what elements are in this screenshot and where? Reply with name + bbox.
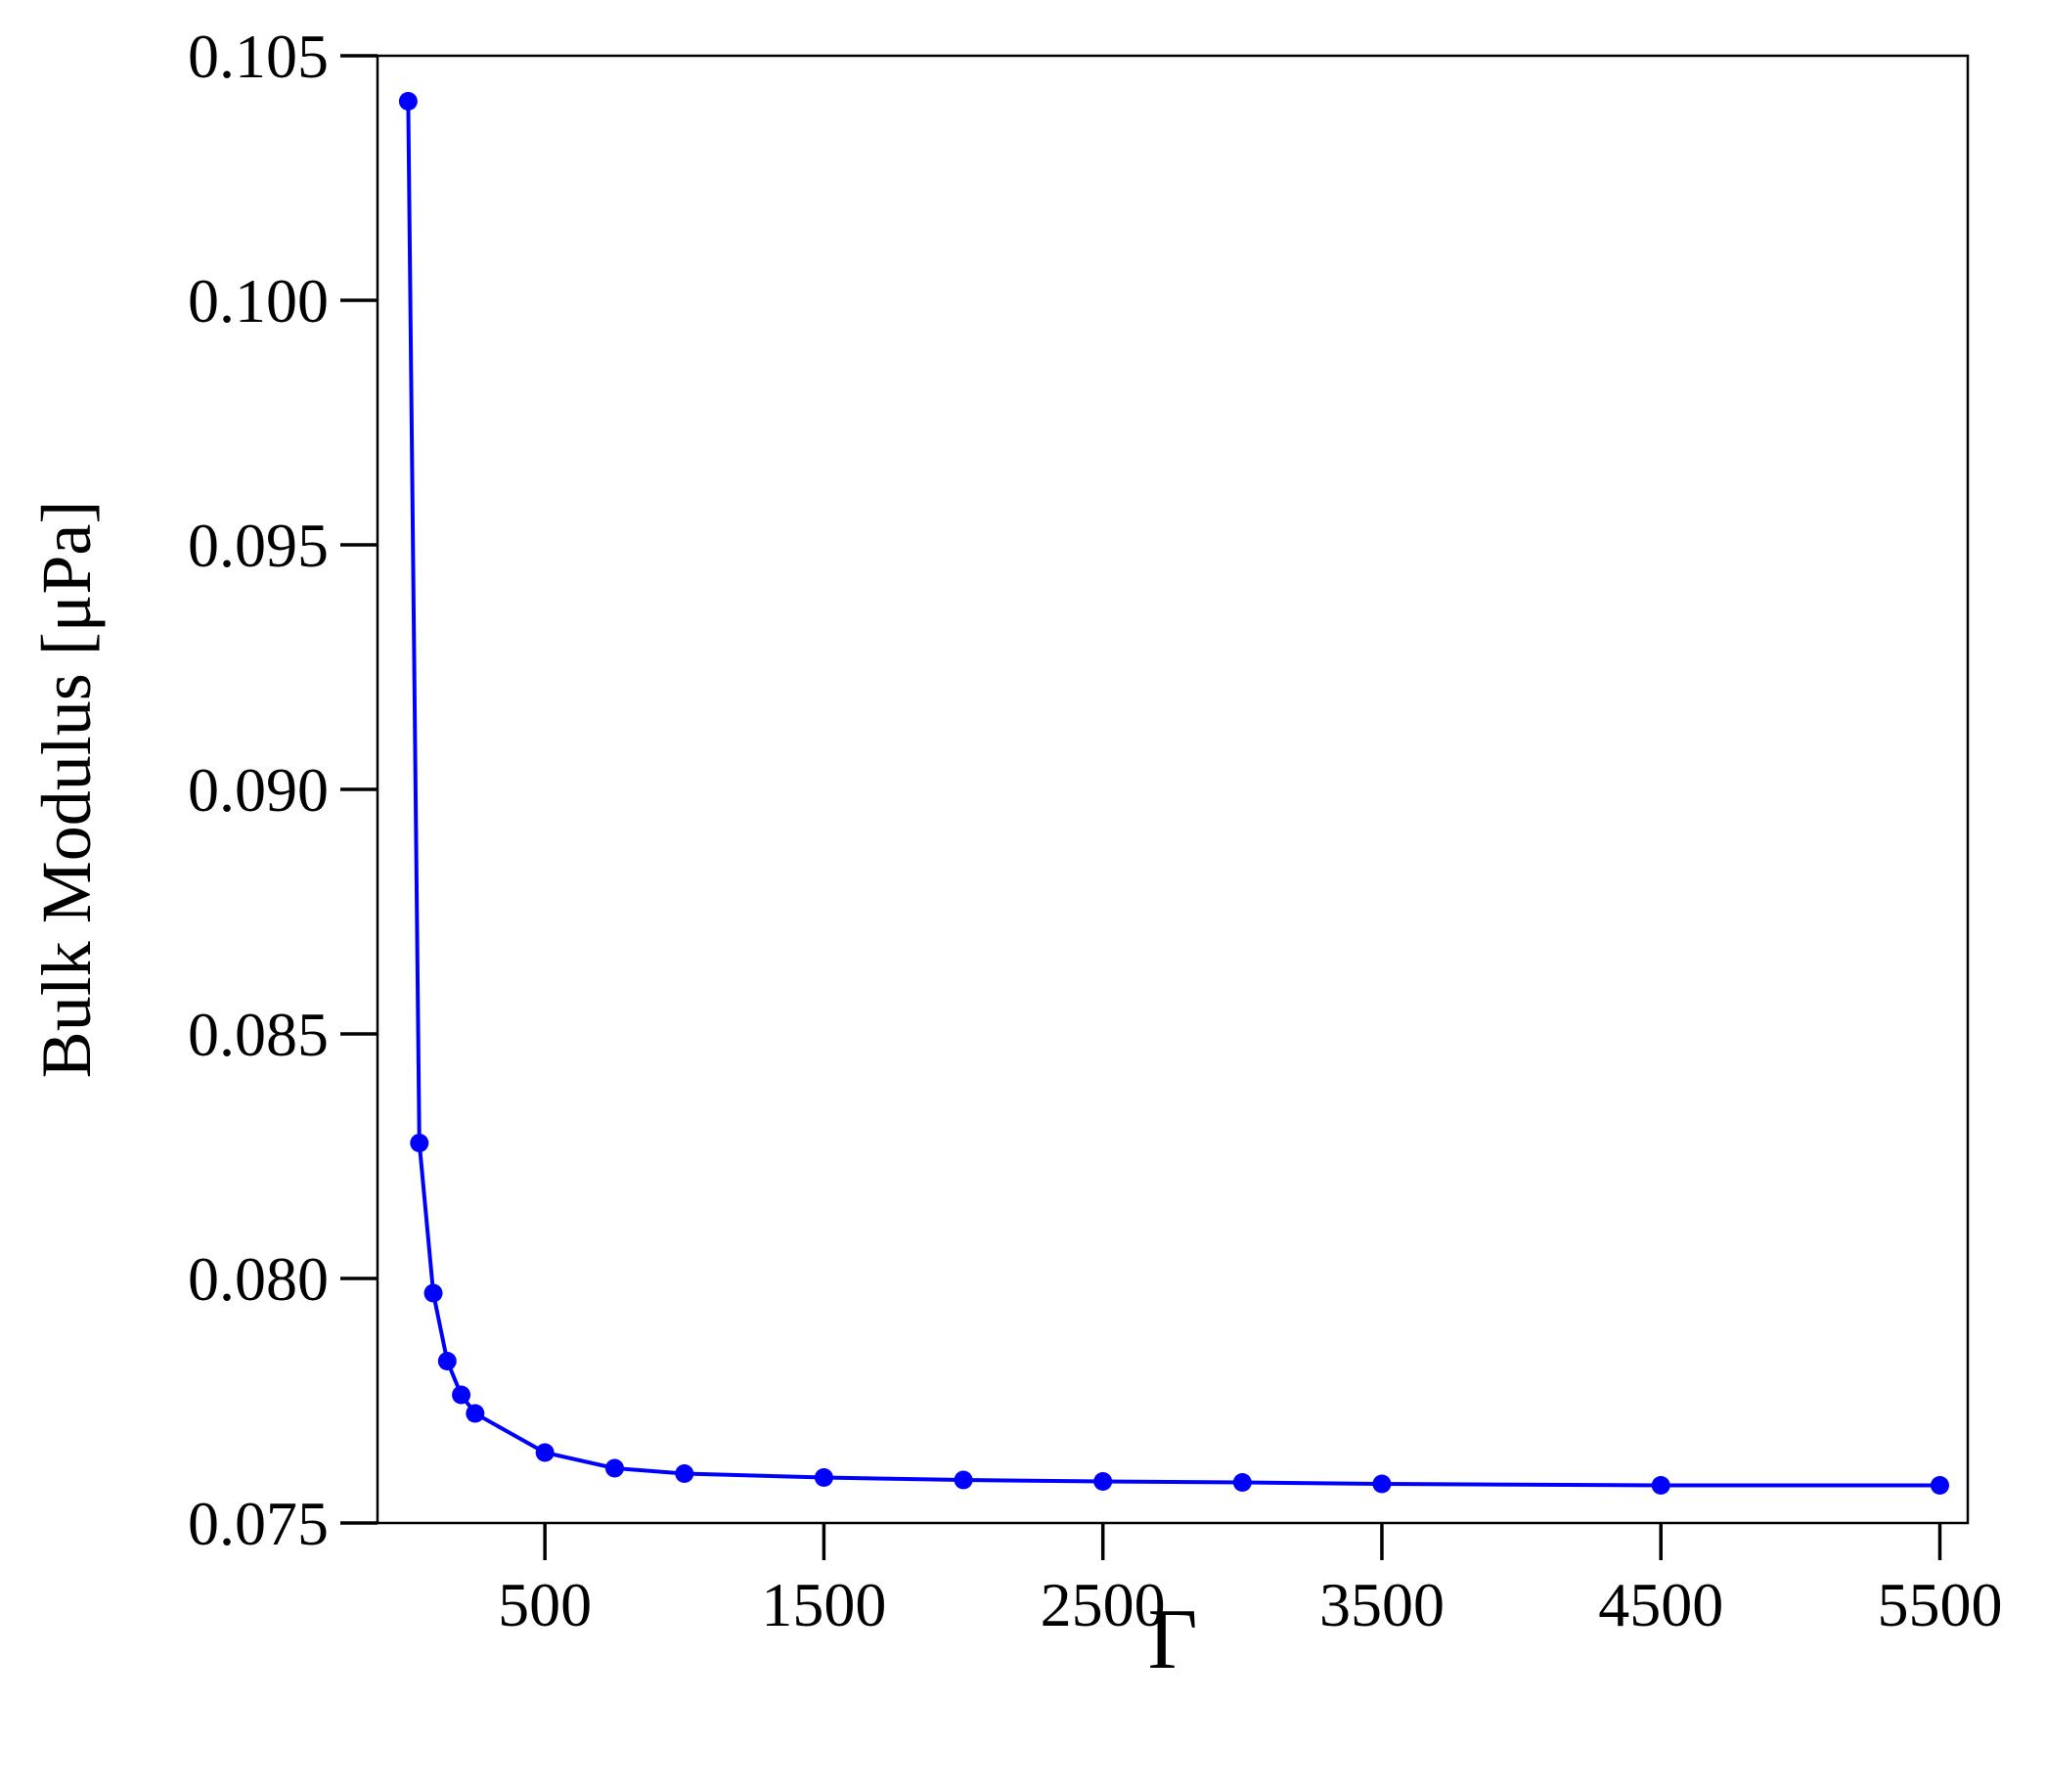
data-point xyxy=(437,1352,457,1370)
y-axis-label: Bulk Modulus [μPa] xyxy=(27,501,106,1079)
x-tick-label: 2500 xyxy=(1041,1570,1166,1639)
data-point xyxy=(1930,1476,1949,1495)
x-tick-label: 5500 xyxy=(1877,1570,2002,1639)
data-point xyxy=(675,1464,694,1483)
data-point xyxy=(604,1458,624,1478)
y-tick-label: 0.075 xyxy=(188,1489,329,1558)
data-point xyxy=(410,1134,429,1152)
data-point xyxy=(398,92,418,111)
data-point xyxy=(535,1443,555,1462)
data-point xyxy=(466,1404,485,1423)
y-tick-label: 0.090 xyxy=(188,755,329,825)
x-tick-label: 500 xyxy=(498,1570,592,1639)
y-tick-label: 0.080 xyxy=(188,1244,329,1314)
data-point xyxy=(452,1385,471,1405)
data-point xyxy=(1093,1472,1113,1491)
data-point xyxy=(1232,1473,1252,1492)
x-tick-label: 1500 xyxy=(761,1570,886,1639)
x-tick-label: 4500 xyxy=(1598,1570,1723,1639)
y-tick-label: 0.095 xyxy=(188,511,329,580)
data-point xyxy=(814,1468,833,1487)
y-tick-label: 0.105 xyxy=(188,22,329,91)
y-tick-label: 0.085 xyxy=(188,1000,329,1069)
y-tick-label: 0.100 xyxy=(188,266,329,336)
data-point xyxy=(954,1470,973,1490)
data-point xyxy=(423,1283,443,1303)
data-point xyxy=(1651,1476,1670,1495)
x-axis-label: Γ xyxy=(1148,1592,1198,1687)
data-line xyxy=(406,101,1940,1488)
x-tick-label: 3500 xyxy=(1319,1570,1445,1639)
data-point xyxy=(1372,1474,1392,1494)
plot-frame xyxy=(376,54,1970,1525)
